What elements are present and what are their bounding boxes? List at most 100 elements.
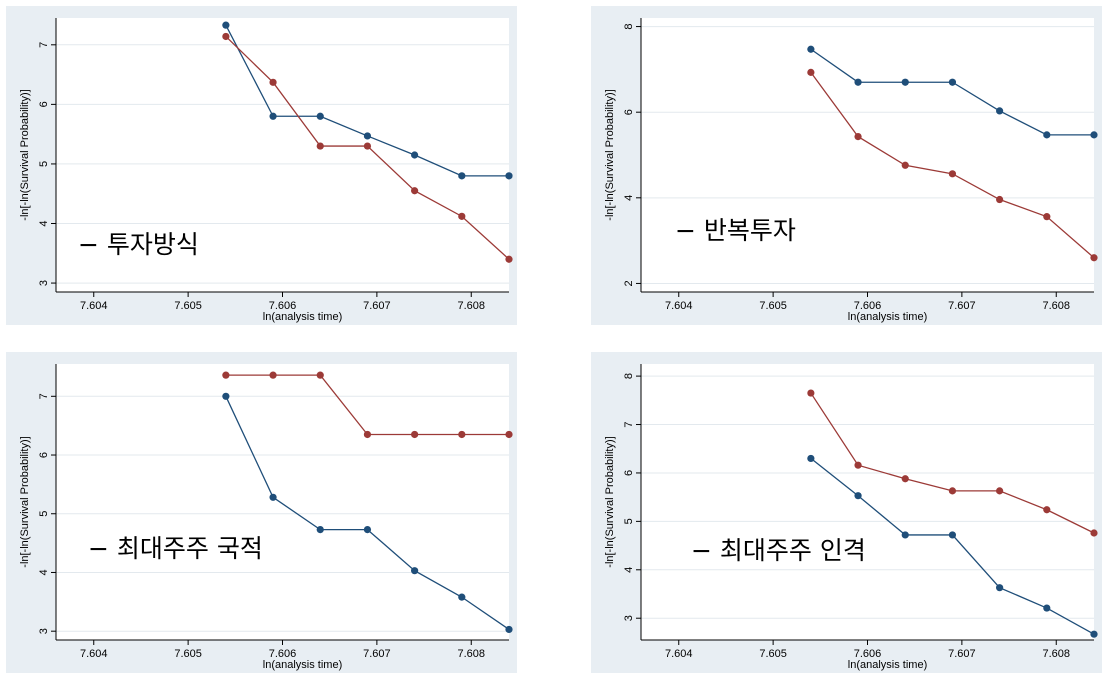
data-point bbox=[363, 430, 372, 439]
data-point bbox=[411, 151, 419, 159]
data-point bbox=[458, 172, 466, 180]
data-point bbox=[269, 78, 277, 86]
data-point bbox=[1090, 529, 1098, 537]
y-axis-title: -ln[-ln(Survival Probability)] bbox=[604, 89, 616, 220]
data-point bbox=[807, 389, 815, 397]
x-tick-label: 7.604 bbox=[80, 300, 108, 312]
data-point bbox=[807, 454, 815, 463]
x-tick-label: 7.605 bbox=[174, 648, 202, 660]
y-axis-title: -ln[-ln(Survival Probability)] bbox=[604, 436, 616, 567]
data-point bbox=[901, 161, 909, 169]
y-tick-label: 3 bbox=[623, 615, 635, 621]
chart-panel-shareholder-nationality: 3 4 5 6 7 7.604 7.605 7.606 7.607 7.608 ln(analysi… bbox=[6, 352, 517, 673]
chart-caption: − 반복투자 bbox=[675, 216, 796, 245]
data-point bbox=[996, 487, 1004, 495]
plot-area bbox=[56, 18, 509, 292]
x-tick-label: 7.604 bbox=[80, 648, 108, 660]
data-point bbox=[948, 78, 957, 86]
x-tick-label: 7.605 bbox=[174, 300, 202, 312]
data-point bbox=[807, 68, 815, 76]
y-axis-title: -ln[-ln(Survival Probability)] bbox=[19, 89, 31, 220]
x-tick-label: 7.608 bbox=[457, 300, 485, 312]
data-point bbox=[363, 142, 372, 150]
data-point bbox=[316, 526, 324, 534]
plot-area bbox=[641, 18, 1094, 292]
data-point bbox=[901, 475, 909, 483]
data-point bbox=[411, 187, 419, 195]
y-tick-label: 6 bbox=[38, 452, 50, 458]
x-axis-title: ln(analysis time) bbox=[263, 659, 342, 671]
chart-caption: − 투자방식 bbox=[78, 230, 199, 259]
data-point bbox=[1090, 131, 1098, 139]
chart-panel-repeat-investment: 2 4 6 8 7.604 7.605 7.606 7.607 7.608 ln(analysis… bbox=[591, 6, 1102, 325]
data-point bbox=[1043, 213, 1051, 221]
x-tick-label: 7.608 bbox=[1042, 648, 1070, 660]
data-point bbox=[996, 107, 1004, 115]
chart-svg: 3 4 5 6 7 8 7.604 7.605 7.606 7.607 7.608 ln(analys… bbox=[604, 364, 1098, 671]
data-point bbox=[316, 371, 324, 379]
y-tick-label: 5 bbox=[623, 518, 635, 524]
data-point bbox=[505, 625, 513, 634]
data-point bbox=[854, 132, 862, 141]
data-point bbox=[411, 430, 419, 439]
x-axis-title: ln(analysis time) bbox=[848, 311, 927, 323]
data-point bbox=[505, 255, 513, 263]
y-tick-label: 6 bbox=[623, 470, 635, 476]
data-point bbox=[458, 593, 466, 601]
x-tick-label: 7.607 bbox=[948, 300, 976, 312]
data-point bbox=[1043, 506, 1051, 514]
x-tick-label: 7.606 bbox=[269, 648, 297, 660]
y-tick-label: 3 bbox=[38, 280, 50, 286]
y-tick-label: 8 bbox=[623, 24, 635, 30]
y-tick-label: 6 bbox=[38, 101, 50, 107]
y-tick-label: 5 bbox=[38, 511, 50, 517]
data-point bbox=[316, 142, 324, 150]
x-tick-label: 7.605 bbox=[759, 648, 787, 660]
y-tick-label: 7 bbox=[38, 42, 50, 48]
data-point bbox=[222, 392, 230, 400]
x-tick-label: 7.608 bbox=[1042, 300, 1070, 312]
data-point bbox=[269, 493, 277, 501]
data-point bbox=[458, 212, 466, 220]
data-point bbox=[948, 531, 957, 539]
chart-caption: − 최대주주 국적 bbox=[88, 534, 263, 563]
x-tick-label: 7.605 bbox=[759, 300, 787, 312]
data-point bbox=[363, 132, 372, 140]
data-point bbox=[505, 430, 513, 439]
y-axis-title: -ln[-ln(Survival Probability)] bbox=[19, 436, 31, 567]
plot-area bbox=[56, 364, 509, 640]
y-tick-label: 4 bbox=[623, 195, 635, 201]
data-point bbox=[807, 45, 815, 53]
y-tick-label: 7 bbox=[38, 393, 50, 399]
data-point bbox=[458, 430, 466, 439]
y-tick-label: 4 bbox=[38, 569, 50, 575]
y-tick-label: 5 bbox=[38, 161, 50, 167]
data-point bbox=[411, 567, 419, 575]
data-point bbox=[996, 195, 1004, 204]
data-point bbox=[901, 78, 909, 86]
y-tick-label: 4 bbox=[623, 567, 635, 573]
y-tick-label: 7 bbox=[623, 421, 635, 427]
chart-svg: 2 4 6 8 7.604 7.605 7.606 7.607 7.608 ln(analysis… bbox=[604, 18, 1098, 323]
data-point bbox=[948, 170, 957, 178]
y-tick-label: 6 bbox=[623, 109, 635, 115]
chart-svg: 3 4 5 6 7 7.604 7.605 7.606 7.607 7.608 ln(analysi… bbox=[19, 18, 513, 323]
data-point bbox=[269, 112, 277, 120]
y-tick-label: 4 bbox=[38, 220, 50, 226]
y-tick-label: 8 bbox=[623, 373, 635, 379]
data-point bbox=[505, 172, 513, 180]
data-point bbox=[1043, 131, 1051, 139]
data-point bbox=[1043, 604, 1051, 612]
data-point bbox=[222, 371, 230, 379]
data-point bbox=[854, 78, 862, 86]
data-point bbox=[222, 21, 230, 29]
chart-panel-investment-method: 3 4 5 6 7 7.604 7.605 7.606 7.607 7.608 ln(analysi… bbox=[6, 6, 517, 325]
x-tick-label: 7.604 bbox=[665, 648, 693, 660]
data-point bbox=[854, 492, 862, 500]
x-axis-title: ln(analysis time) bbox=[263, 311, 342, 323]
data-point bbox=[222, 32, 230, 41]
data-point bbox=[996, 584, 1004, 592]
x-tick-label: 7.606 bbox=[269, 300, 297, 312]
chart-caption: − 최대주주 인격 bbox=[691, 536, 866, 565]
data-point bbox=[948, 487, 957, 495]
